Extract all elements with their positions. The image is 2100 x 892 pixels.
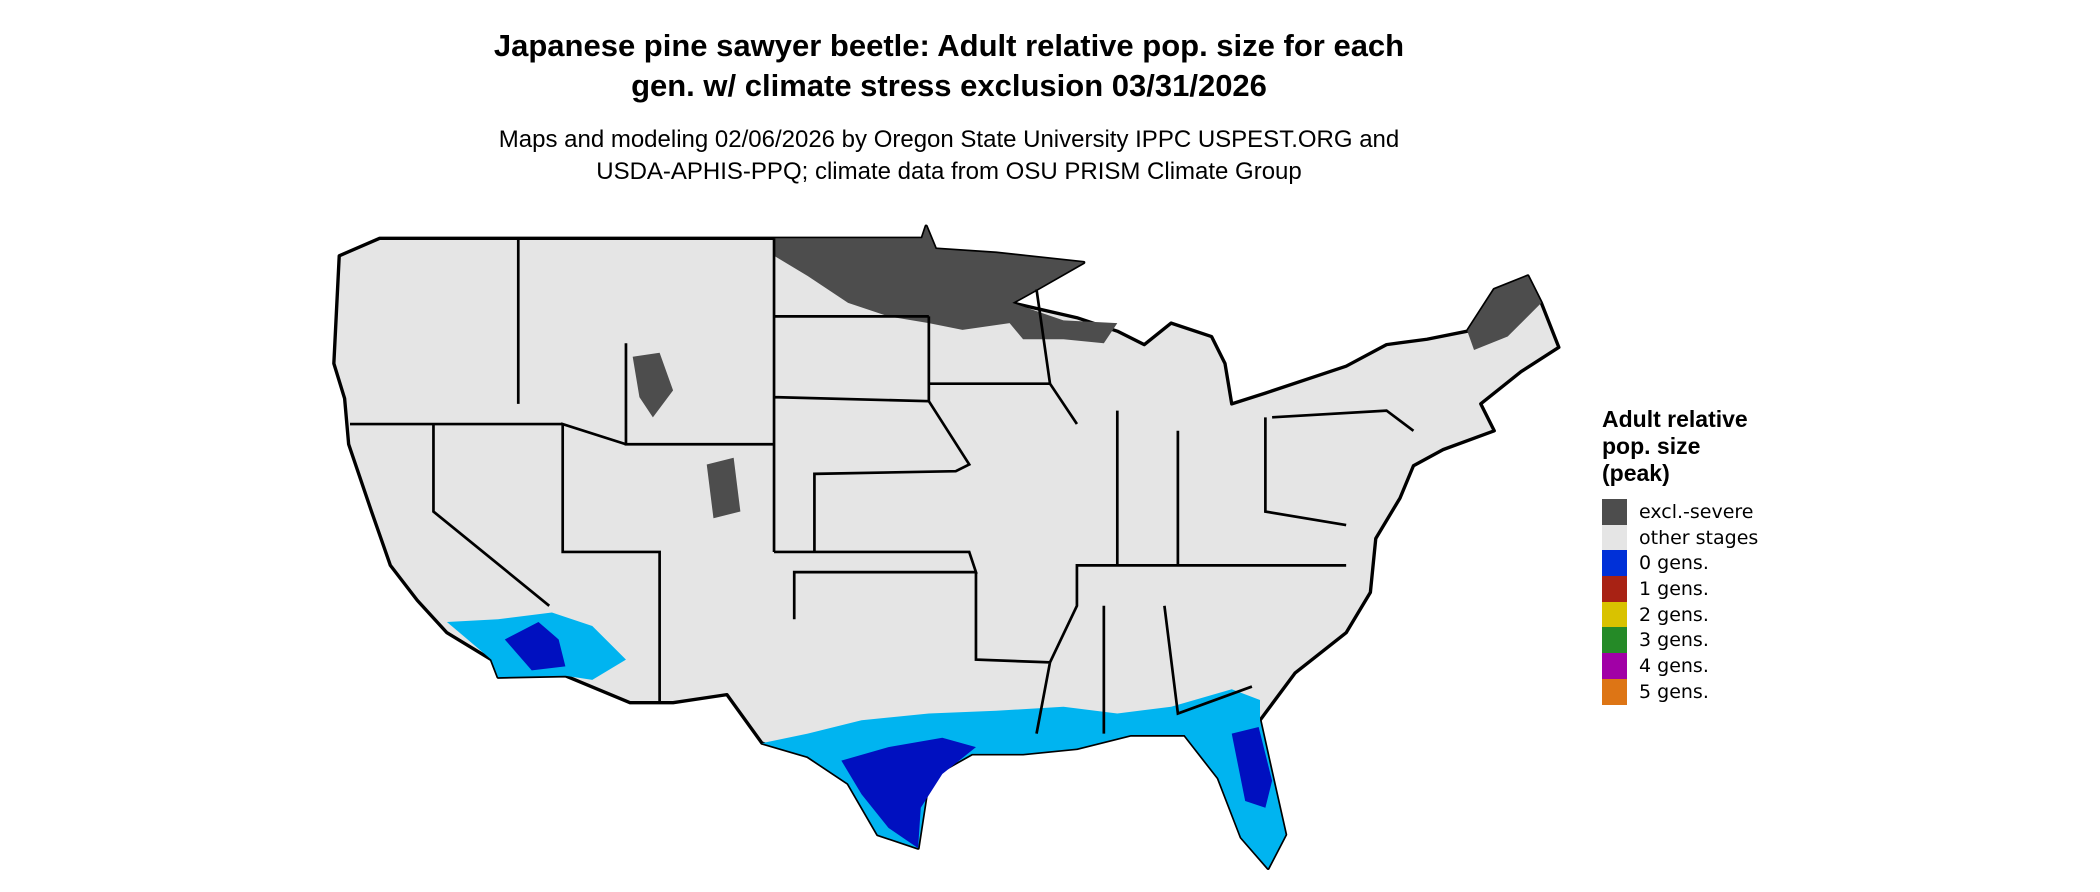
title-line-2: gen. w/ climate stress exclusion 03/31/2… xyxy=(631,68,1267,103)
legend-items: excl.-severe other stages 0 gens. 1 gens. 2 … xyxy=(1602,499,1758,705)
subtitle-line-1: Maps and modeling 02/06/2026 by Oregon S… xyxy=(498,126,1400,153)
legend-item: other stages xyxy=(1602,524,1759,551)
legend-label: 1 gens. xyxy=(1639,577,1709,600)
legend-label: 5 gens. xyxy=(1639,680,1709,703)
legend-swatch xyxy=(1602,524,1627,551)
legend-item: excl.-severe xyxy=(1602,499,1758,525)
legend-title-line: (peak) xyxy=(1602,460,1670,486)
excluded-maine-region xyxy=(1467,275,1542,351)
legend-label: 3 gens. xyxy=(1639,629,1709,652)
state-borders xyxy=(350,238,1415,734)
title-line-1: Japanese pine sawyer beetle: Adult relat… xyxy=(493,28,1405,63)
legend-label: 2 gens. xyxy=(1639,603,1709,626)
legend-swatch xyxy=(1602,499,1627,525)
legend-item: 0 gens. xyxy=(1602,550,1758,577)
map-title: Japanese pine sawyer beetle: Adult relat… xyxy=(0,26,1898,106)
legend-swatch xyxy=(1602,678,1627,705)
legend-swatch xyxy=(1602,601,1627,628)
subtitle-line-2: USDA-APHIS-PPQ; climate data from OSU PR… xyxy=(596,158,1302,185)
legend-swatch xyxy=(1602,627,1627,654)
legend-item: 3 gens. xyxy=(1602,627,1758,654)
legend-swatch xyxy=(1602,653,1627,679)
legend-swatch xyxy=(1602,550,1627,577)
excluded-rockies-patches xyxy=(632,352,741,519)
legend-title-line: pop. size xyxy=(1602,433,1701,459)
legend-label: excl.-severe xyxy=(1639,500,1754,523)
legend-label: 4 gens. xyxy=(1639,654,1709,677)
legend-item: 5 gens. xyxy=(1602,678,1758,705)
legend-swatch xyxy=(1602,576,1627,602)
legend-title: Adult relative pop. size (peak) xyxy=(1602,406,1758,487)
legend-item: 1 gens. xyxy=(1602,576,1758,602)
gulf-coast-dark-blue xyxy=(841,726,1273,849)
legend-title-line: Adult relative xyxy=(1602,406,1748,432)
legend-label: other stages xyxy=(1639,526,1759,549)
map-subtitle: Maps and modeling 02/06/2026 by Oregon S… xyxy=(0,124,1898,188)
legend-item: 2 gens. xyxy=(1602,601,1758,628)
legend: Adult relative pop. size (peak) excl.-se… xyxy=(1602,406,1758,705)
legend-label: 0 gens. xyxy=(1639,552,1709,575)
legend-item: 4 gens. xyxy=(1602,653,1758,679)
excluded-north-region xyxy=(774,226,1118,344)
southwest-dark-blue xyxy=(504,621,566,671)
